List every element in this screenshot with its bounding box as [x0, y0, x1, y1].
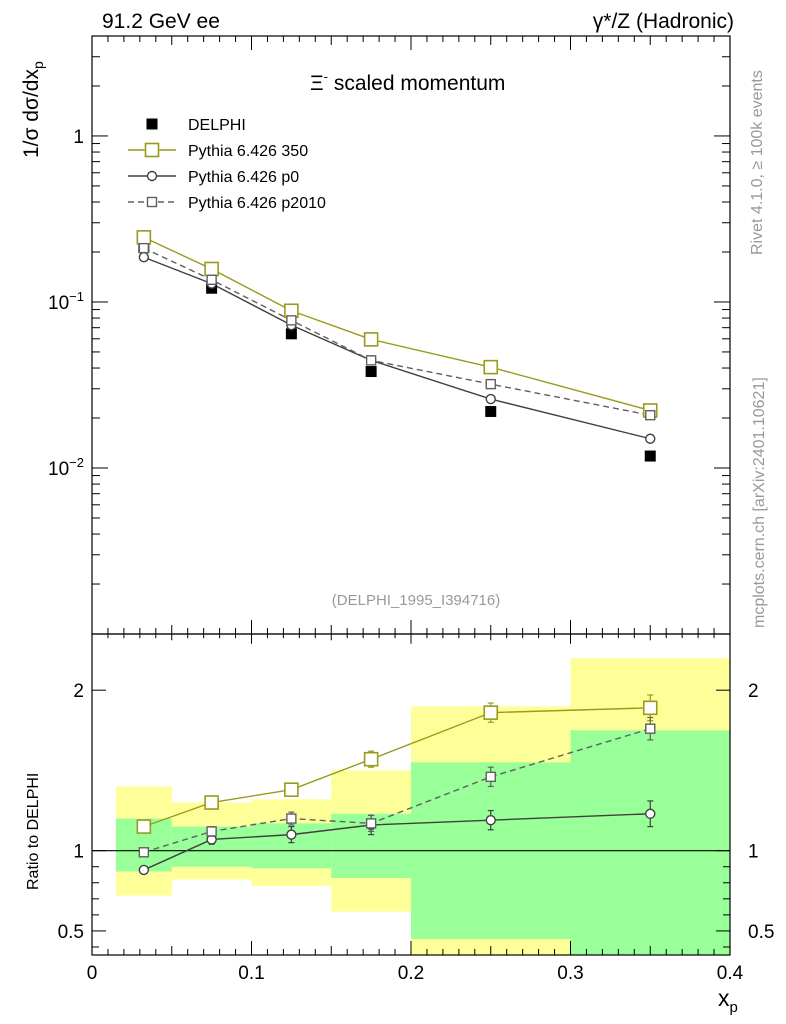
legend-marker: [144, 142, 160, 158]
ratio-point: [284, 782, 299, 797]
delphi-data-point: [644, 450, 656, 462]
rivet-label: Rivet 4.1.0, ≥ 100k events: [749, 70, 766, 255]
y-tick-label: 1: [73, 127, 84, 148]
legend-marker: [146, 196, 158, 208]
ratio-point: [485, 771, 496, 783]
ratio-point: [483, 705, 499, 720]
analysis-watermark: (DELPHI_1995_I394716): [332, 592, 500, 609]
ratio-point: [485, 814, 496, 826]
source-label: mcplots.cern.ch [arXiv:2401.10621]: [751, 377, 768, 628]
series-point: [204, 261, 219, 277]
header-left: 91.2 GeV ee: [102, 10, 220, 33]
legend-label: DELPHI: [188, 117, 246, 134]
series-point: [363, 332, 379, 347]
chart-title: Ξ- scaled momentum: [310, 69, 505, 95]
uncertainty-band-inner: [570, 730, 730, 955]
ratio-y-tick-label-right: 1: [748, 842, 759, 863]
x-tick-label: 0.2: [398, 963, 424, 984]
ratio-y-tick-label-right: 2: [748, 681, 759, 702]
series-point: [485, 378, 496, 390]
main-ylabel: 1/σ dσ/dxp: [20, 61, 46, 158]
main-panel: 1 10−1 10−2: [48, 35, 731, 635]
series-line: [143, 247, 651, 416]
ratio-ylabel: Ratio to DELPHI: [25, 773, 42, 890]
ratio-point: [136, 819, 152, 834]
x-tick-label: 0: [87, 963, 98, 984]
series-point: [286, 315, 297, 326]
legend-label: Pythia 6.426 350: [188, 143, 308, 160]
series-point: [483, 359, 499, 375]
ratio-point: [206, 826, 217, 837]
x-tick-label: 0.3: [557, 963, 583, 984]
delphi-data-point: [285, 328, 297, 340]
ratio-series-line: [143, 728, 651, 853]
ratio-y-tick-label: 1: [73, 842, 84, 863]
ratio-point: [138, 847, 150, 858]
series-point: [138, 242, 150, 254]
series-point: [365, 355, 377, 366]
header-right: γ*/Z (Hadronic): [593, 10, 734, 33]
legend-label: Pythia 6.426 p2010: [188, 195, 326, 212]
ratio-panel: 0 0.1 0.2 0.3 0.40.5 0.51 12 2: [58, 633, 774, 984]
ratio-point: [645, 808, 656, 819]
ratio-point: [286, 829, 297, 840]
series-point: [485, 393, 496, 405]
ratio-y-tick-label: 0.5: [58, 922, 84, 943]
ratio-y-tick-label: 2: [73, 681, 84, 702]
ratio-y-tick-label-right: 0.5: [748, 922, 774, 943]
ratio-point: [286, 813, 297, 824]
x-tick-label: 0.1: [238, 963, 264, 984]
series-line: [143, 236, 651, 412]
delphi-data-point: [485, 405, 497, 417]
ratio-point: [363, 751, 379, 767]
y-tick-label: 10−2: [48, 455, 84, 480]
series-point: [645, 433, 656, 444]
series-point: [136, 230, 152, 245]
ratio-point: [138, 864, 150, 876]
y-tick-label: 10−1: [48, 289, 84, 314]
x-tick-label: 0.4: [717, 963, 744, 984]
ratio-point: [642, 700, 658, 716]
series-point: [138, 252, 150, 263]
series-point: [645, 409, 656, 421]
xlabel: xp: [718, 985, 738, 1016]
ratio-series-line: [143, 707, 651, 828]
ratio-series-line: [143, 813, 651, 871]
ratio-point: [204, 795, 219, 810]
legend-marker-delphi: [146, 118, 158, 130]
series-line: [143, 256, 651, 440]
ratio-point: [365, 818, 377, 829]
legend: DELPHI Pythia 6.426 350 Pythia 6.426 p0 Pyt…: [128, 117, 326, 212]
series-point: [206, 274, 217, 285]
legend-marker: [146, 170, 158, 182]
delphi-data-point: [365, 366, 377, 378]
ratio-point: [645, 723, 656, 734]
legend-label: Pythia 6.426 p0: [188, 169, 299, 186]
